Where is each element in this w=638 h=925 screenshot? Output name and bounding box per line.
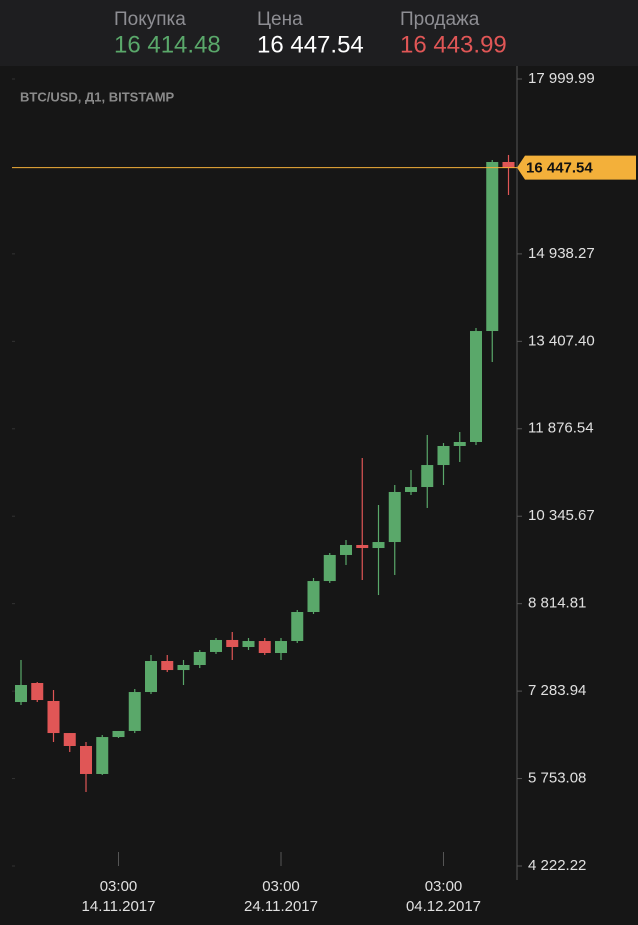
candle-body: [210, 639, 222, 652]
candle-body: [112, 730, 125, 738]
candle-body: [486, 161, 499, 332]
candle-body: [291, 611, 304, 642]
current-price-label: 16 447.54: [526, 160, 593, 177]
candle-body: [502, 161, 515, 168]
y-tick-label: 13 407.40: [528, 332, 595, 349]
x-tick-time: 03:00: [100, 878, 138, 895]
candle-body: [323, 554, 336, 582]
y-tick-label: 8 814.81: [528, 595, 586, 612]
candle-body: [161, 661, 174, 671]
candle-body: [470, 331, 482, 443]
y-tick-label: 4 222.22: [528, 857, 586, 874]
candle-body: [453, 442, 466, 447]
price-label: Цена: [257, 9, 303, 30]
sell-value: 16 443.99: [400, 31, 507, 58]
candle-body: [388, 491, 401, 543]
price-value: 16 447.54: [257, 31, 364, 58]
candle-body: [307, 581, 320, 612]
candle-body: [177, 665, 190, 671]
x-tick-label: 04.12.2017: [406, 898, 481, 915]
candle-body: [405, 487, 417, 492]
candle-body: [275, 641, 287, 654]
y-tick-label: 11 876.54: [528, 420, 594, 437]
subtitle: BTC/USD, Д1, BITSTAMP: [20, 89, 175, 104]
y-tick-label: 10 345.67: [528, 507, 595, 524]
x-tick-time: 03:00: [262, 878, 300, 895]
candle-body: [242, 641, 255, 648]
candle-body: [128, 692, 141, 731]
candle-body: [96, 737, 109, 774]
candle-body: [421, 465, 434, 488]
header-bg: [0, 0, 638, 66]
buy-label: Покупка: [114, 9, 186, 30]
candle-body: [258, 641, 271, 654]
candle-body: [437, 446, 450, 466]
candle-body: [193, 651, 206, 666]
y-tick-label: 14 938.27: [528, 245, 595, 262]
candle-body: [372, 542, 385, 549]
y-tick-label: 7 283.94: [528, 682, 586, 699]
candle-body: [63, 733, 76, 747]
y-tick-label: 17 999.99: [528, 70, 595, 87]
current-price-tag: [517, 155, 636, 180]
candle-body: [226, 639, 239, 648]
y-tick-label: 5 753.08: [528, 770, 586, 787]
candle-body: [31, 682, 44, 701]
candle-body: [15, 684, 27, 703]
sell-label: Продажа: [400, 9, 480, 30]
candle-body: [80, 746, 92, 774]
candle-body: [47, 700, 60, 734]
x-tick-label: 14.11.2017: [82, 898, 156, 915]
candle-body: [340, 544, 352, 555]
candle-body: [145, 661, 157, 693]
x-tick-time: 03:00: [425, 878, 463, 895]
candle-body: [356, 544, 369, 549]
buy-value: 16 414.48: [114, 31, 221, 58]
x-tick-label: 24.11.2017: [244, 898, 318, 915]
